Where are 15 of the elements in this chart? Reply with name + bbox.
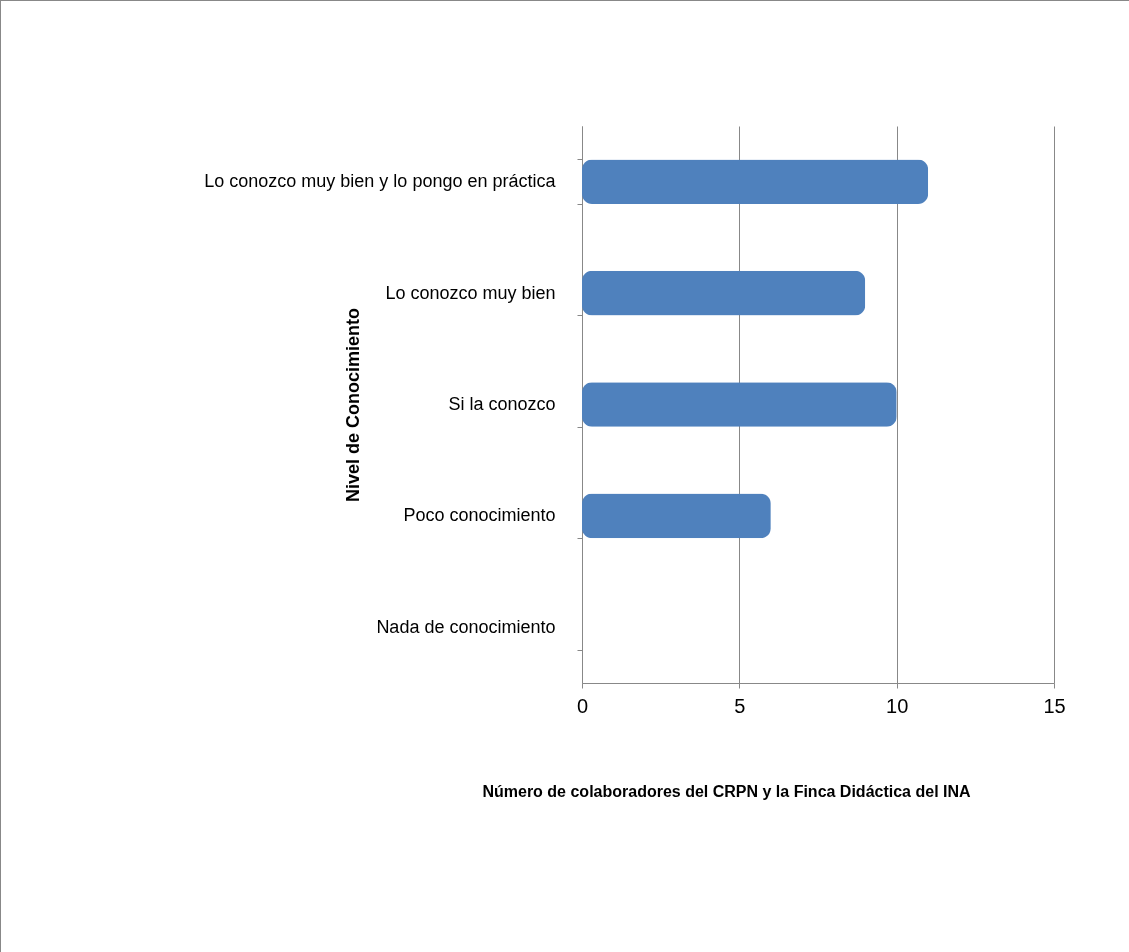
y-tick-label: Nada de conocimiento <box>376 616 556 637</box>
bar <box>582 270 866 316</box>
bar <box>582 493 771 539</box>
x-axis-title: Número de colaboradores del CRPN y la Finca Didáctica del INA <box>482 782 972 800</box>
bar <box>582 382 897 427</box>
x-tick-label: 10 <box>886 694 909 717</box>
y-tick-label: Lo conozco muy bien <box>385 282 556 303</box>
y-tick-label: Si la conozco <box>448 394 556 414</box>
bar <box>582 159 929 204</box>
y-axis-title: Nivel de Conocimiento <box>342 307 363 503</box>
x-tick-label: 5 <box>734 694 746 717</box>
x-tick-label: 15 <box>1043 694 1066 717</box>
x-tick-label: 0 <box>576 694 589 717</box>
y-tick-label: Lo conozco muy bien y lo pongo en práctica <box>204 171 557 192</box>
y-tick-label: Poco conocimiento <box>403 505 556 526</box>
